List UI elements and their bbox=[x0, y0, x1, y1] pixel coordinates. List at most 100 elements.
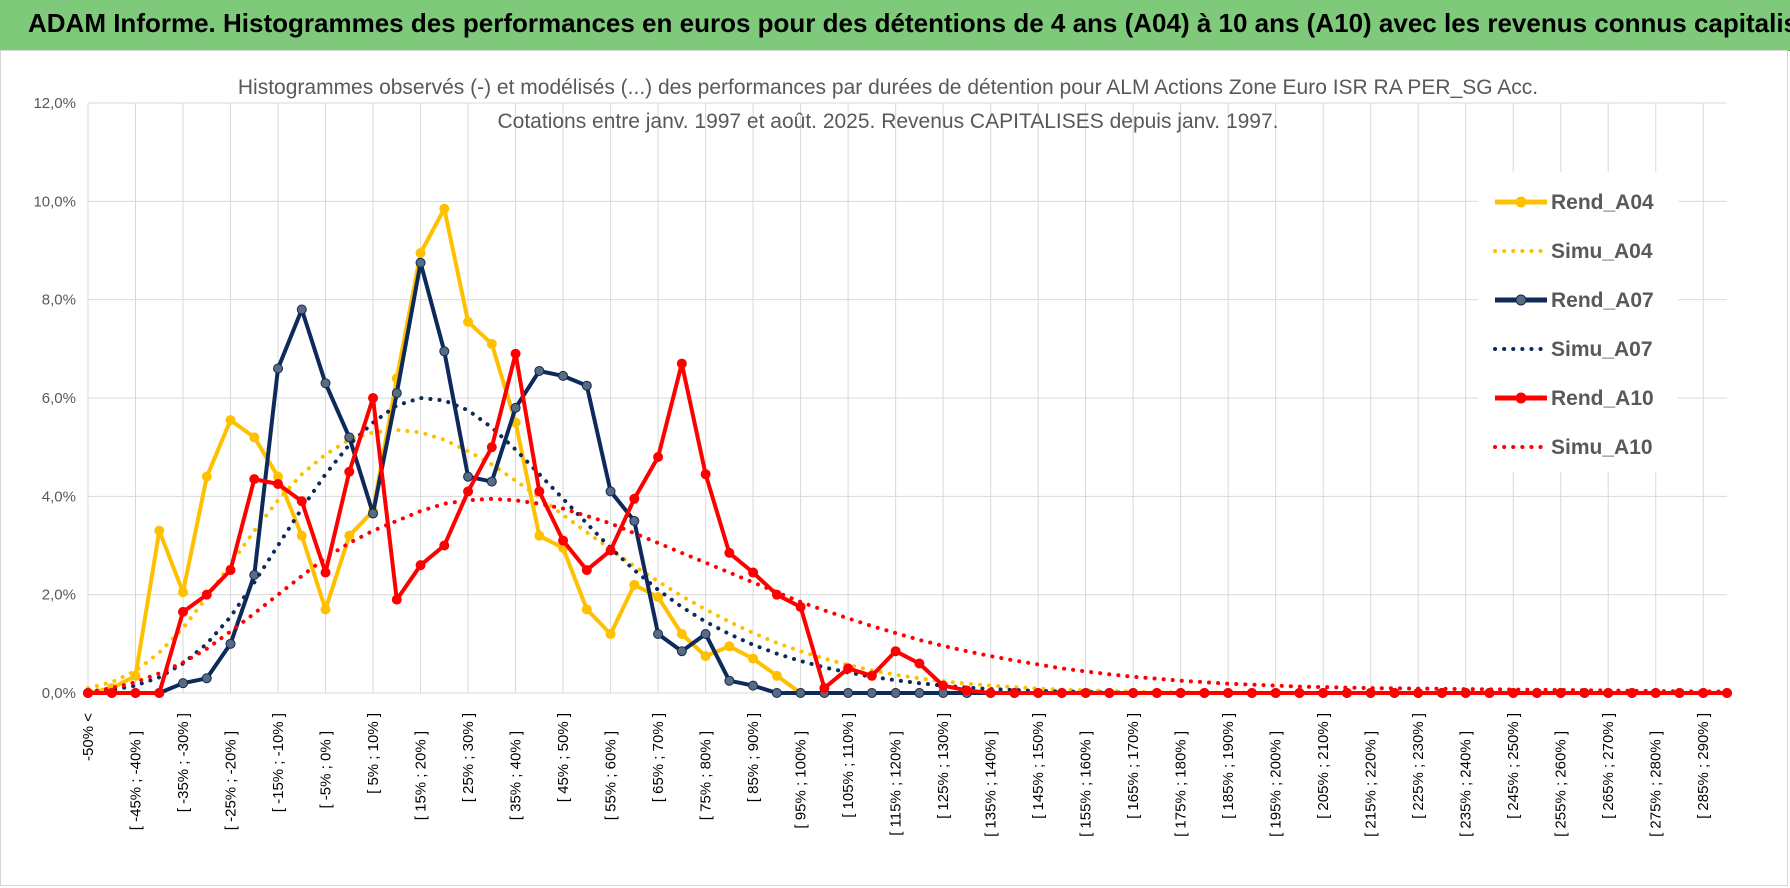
data-point-Rend_A04 bbox=[320, 604, 331, 615]
data-point-Rend_A07 bbox=[320, 378, 331, 389]
data-point-Rend_A10 bbox=[1009, 688, 1020, 698]
legend: Rend_A04 Simu_A04 Rend_A07 Simu_A07 Rend_A10… bbox=[1478, 172, 1678, 472]
data-point-Rend_A10 bbox=[1199, 688, 1210, 698]
x-tick-label: [ 125% ; 130% ] bbox=[935, 713, 952, 819]
data-point-Rend_A10 bbox=[486, 442, 497, 453]
data-point-Rend_A10 bbox=[1151, 688, 1162, 698]
data-point-Rend_A10 bbox=[344, 466, 355, 477]
data-point-Rend_A07 bbox=[914, 688, 925, 698]
data-point-Rend_A10 bbox=[154, 688, 165, 698]
legend-label: Rend_A10 bbox=[1551, 387, 1654, 410]
x-tick-label: [ -45% ; -40% ] bbox=[128, 731, 145, 830]
x-tick-label: [ 85% ; 90% ] bbox=[745, 713, 762, 802]
data-point-Rend_A04 bbox=[463, 316, 474, 327]
y-tick-label: 2,0% bbox=[42, 587, 76, 604]
data-point-Rend_A04 bbox=[486, 338, 497, 349]
legend-marker bbox=[1515, 294, 1527, 306]
data-point-Rend_A10 bbox=[914, 658, 925, 669]
x-tick-label: [ -5% ; 0% ] bbox=[318, 731, 335, 809]
data-point-Rend_A04 bbox=[439, 203, 450, 214]
data-point-Rend_A04 bbox=[154, 525, 165, 536]
data-point-Rend_A04 bbox=[605, 629, 616, 639]
data-point-Rend_A10 bbox=[985, 688, 996, 698]
x-tick-label: [ 145% ; 150% ] bbox=[1030, 713, 1047, 819]
legend-label: Simu_A07 bbox=[1551, 338, 1653, 361]
x-tick-label: [ -25% ; -20% ] bbox=[223, 731, 240, 830]
y-tick-label: 0,0% bbox=[42, 685, 76, 702]
data-point-Rend_A10 bbox=[938, 680, 949, 691]
x-tick-label: [ 55% ; 60% ] bbox=[603, 731, 620, 820]
data-point-Rend_A07 bbox=[724, 675, 735, 686]
data-point-Rend_A07 bbox=[581, 380, 592, 391]
data-point-Rend_A07 bbox=[653, 629, 664, 639]
y-tick-label: 10,0% bbox=[33, 193, 76, 210]
x-tick-label: [ 185% ; 190% ] bbox=[1220, 713, 1237, 819]
x-tick-label: [ 265% ; 270% ] bbox=[1600, 713, 1617, 819]
data-point-Rend_A10 bbox=[890, 646, 901, 657]
data-point-Rend_A07 bbox=[534, 365, 545, 376]
data-point-Rend_A10 bbox=[1270, 688, 1281, 698]
x-tick-label: [ 245% ; 250% ] bbox=[1505, 713, 1522, 819]
data-point-Rend_A07 bbox=[510, 402, 521, 413]
data-point-Rend_A04 bbox=[771, 670, 782, 681]
data-point-Rend_A10 bbox=[961, 685, 972, 696]
data-point-Rend_A10 bbox=[795, 601, 806, 612]
data-point-Rend_A10 bbox=[819, 683, 830, 694]
data-point-Rend_A10 bbox=[1104, 688, 1115, 698]
data-point-Rend_A07 bbox=[748, 680, 759, 691]
data-point-Rend_A10 bbox=[581, 565, 592, 576]
data-point-Rend_A04 bbox=[344, 530, 355, 541]
y-tick-label: 8,0% bbox=[42, 292, 76, 309]
data-point-Rend_A04 bbox=[629, 579, 640, 590]
data-point-Rend_A10 bbox=[1626, 688, 1637, 698]
x-tick-label: [ 25% ; 30% ] bbox=[460, 713, 477, 802]
data-point-Rend_A04 bbox=[415, 247, 426, 258]
data-point-Rend_A10 bbox=[1436, 688, 1447, 698]
x-tick-label: [ 205% ; 210% ] bbox=[1315, 713, 1332, 819]
data-point-Rend_A10 bbox=[1080, 688, 1091, 698]
data-point-Rend_A10 bbox=[724, 547, 735, 558]
data-point-Rend_A04 bbox=[201, 471, 212, 482]
data-point-Rend_A07 bbox=[463, 471, 474, 482]
data-point-Rend_A07 bbox=[368, 508, 379, 519]
data-point-Rend_A04 bbox=[748, 653, 759, 664]
x-tick-label: [ 195% ; 200% ] bbox=[1268, 731, 1285, 837]
data-point-Rend_A04 bbox=[178, 587, 189, 598]
data-point-Rend_A10 bbox=[843, 663, 854, 674]
series-group bbox=[83, 203, 1732, 698]
data-point-Rend_A10 bbox=[106, 688, 117, 698]
page-title: ADAM Informe. Histogrammes des performan… bbox=[28, 8, 1790, 38]
x-tick-label: [ 75% ; 80% ] bbox=[698, 731, 715, 820]
data-point-Rend_A10 bbox=[1508, 688, 1519, 698]
x-tick-label: [ 235% ; 240% ] bbox=[1458, 731, 1475, 837]
x-tick-label: [ 115% ; 120% ] bbox=[888, 731, 905, 836]
x-tick-label: [ 285% ; 290% ] bbox=[1695, 713, 1712, 819]
data-point-Rend_A10 bbox=[700, 469, 711, 480]
x-tick-label: [ 105% ; 110% ] bbox=[840, 713, 857, 818]
data-point-Rend_A07 bbox=[890, 688, 901, 698]
x-tick-label: [ 135% ; 140% ] bbox=[983, 731, 1000, 837]
data-point-Rend_A07 bbox=[273, 363, 284, 374]
x-tick-label: [ 95% ; 100% ] bbox=[793, 731, 810, 829]
data-point-Rend_A10 bbox=[1341, 688, 1352, 698]
data-point-Rend_A10 bbox=[1223, 688, 1234, 698]
data-point-Rend_A07 bbox=[795, 688, 806, 698]
y-tick-label: 4,0% bbox=[42, 488, 76, 505]
data-point-Rend_A07 bbox=[676, 646, 687, 657]
x-tick-label: [ 5% ; 10% ] bbox=[365, 713, 382, 794]
data-point-Rend_A10 bbox=[605, 545, 616, 556]
x-tick-label: [ -15% ; -10% ] bbox=[270, 713, 287, 812]
data-point-Rend_A10 bbox=[653, 452, 664, 462]
data-point-Rend_A10 bbox=[249, 474, 260, 485]
data-point-Rend_A04 bbox=[700, 651, 711, 662]
x-axis: -50% < [ -45% ; -40% ] [ -35% ; -30% ] [ -2… bbox=[80, 713, 1712, 837]
chart-subtitle: Cotations entre janv. 1997 et août. 2025… bbox=[498, 110, 1279, 133]
data-point-Rend_A04 bbox=[249, 432, 260, 443]
data-point-Rend_A07 bbox=[415, 257, 426, 268]
data-point-Rend_A10 bbox=[676, 358, 687, 369]
data-point-Rend_A04 bbox=[676, 629, 687, 639]
data-point-Rend_A07 bbox=[486, 476, 497, 487]
data-point-Rend_A10 bbox=[1318, 688, 1329, 698]
data-point-Rend_A10 bbox=[463, 486, 474, 497]
legend-marker bbox=[1515, 392, 1527, 404]
